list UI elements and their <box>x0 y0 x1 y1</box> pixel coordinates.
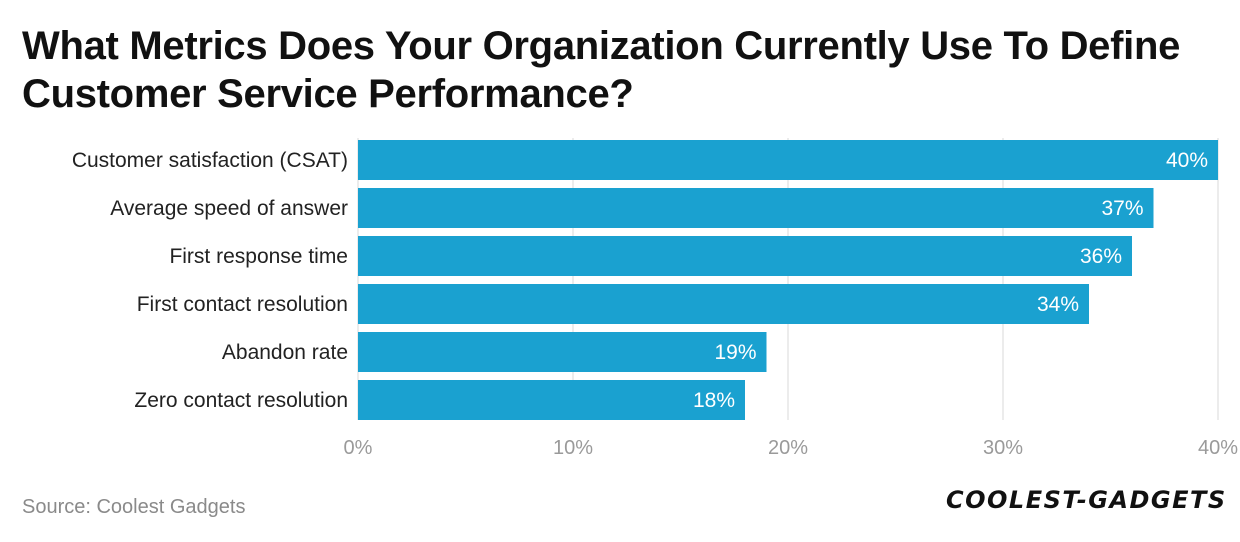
source-note: Source: Coolest Gadgets <box>22 496 246 518</box>
data-label: 36% <box>1080 245 1122 268</box>
bar <box>358 332 767 372</box>
brand-logo: COOLEST-GADGETS <box>946 486 1227 514</box>
x-tick-label: 40% <box>1198 437 1238 459</box>
data-label: 19% <box>714 341 756 364</box>
category-label: Customer satisfaction (CSAT) <box>72 149 348 172</box>
bar <box>358 236 1132 276</box>
x-tick-label: 20% <box>768 437 808 459</box>
grid-lines <box>357 138 1219 420</box>
bars: 40% 37% 36% 34% 19% 18% <box>358 140 1218 420</box>
data-label: 18% <box>693 389 735 412</box>
chart-title: What Metrics Does Your Organization Curr… <box>22 24 1181 116</box>
bar <box>358 284 1089 324</box>
category-labels: Customer satisfaction (CSAT) Average spee… <box>72 149 348 412</box>
category-label: Zero contact resolution <box>134 389 348 412</box>
x-tick-label: 30% <box>983 437 1023 459</box>
x-tick-label: 10% <box>553 437 593 459</box>
x-tick-label: 0% <box>344 437 373 459</box>
category-label: First response time <box>169 245 348 268</box>
bar <box>358 188 1154 228</box>
bar <box>358 380 745 420</box>
data-label: 37% <box>1101 197 1143 220</box>
category-label: Abandon rate <box>222 341 348 364</box>
category-label: Average speed of answer <box>110 197 348 220</box>
data-label: 40% <box>1166 149 1208 172</box>
category-label: First contact resolution <box>137 293 348 316</box>
bar <box>358 140 1218 180</box>
x-axis-ticks: 0% 10% 20% 30% 40% <box>344 437 1239 459</box>
data-label: 34% <box>1037 293 1079 316</box>
